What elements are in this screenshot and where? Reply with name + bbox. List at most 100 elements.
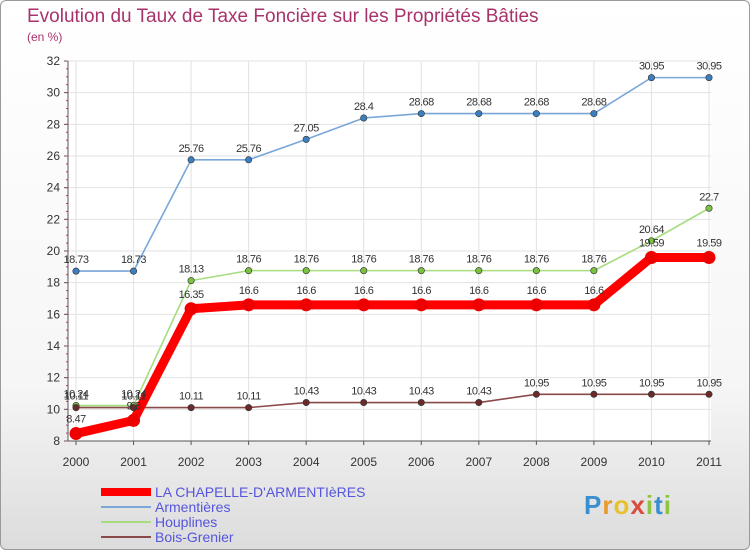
y-tick-label: 22 [47,212,61,226]
y-tick-label: 28 [47,117,61,131]
data-label: 10.11 [237,391,262,403]
data-label: 20.64 [639,224,664,236]
data-point [72,267,80,275]
data-point [472,298,486,312]
data-label: 10.24 [121,389,146,401]
data-label: 18.13 [179,264,204,276]
y-tick-label: 10 [47,402,61,416]
series-line [75,76,710,272]
x-tick-label: 2009 [581,455,608,469]
data-label: 27.05 [294,122,319,134]
x-tick-label: 2005 [350,455,377,469]
y-tick-label: 16 [47,307,61,321]
data-label: 16.6 [469,285,489,297]
data-point [299,298,313,312]
y-tick-label: 12 [47,371,61,385]
x-tick-label: 2003 [235,455,262,469]
y-tick-label: 30 [47,86,61,100]
data-label: 28.68 [466,97,491,109]
data-label: 16.35 [179,289,204,301]
data-point [360,114,368,122]
data-point [705,74,713,82]
data-label: 22.7 [699,191,719,203]
data-label: 28.4 [354,101,374,113]
data-label: 19.59 [696,237,721,249]
data-point [72,404,80,412]
legend-label: Armentières [155,499,231,515]
data-point [302,135,310,143]
data-label: 19.59 [639,237,664,249]
y-tick-label: 32 [47,54,61,68]
data-point [360,399,368,407]
proxiti-logo: Proxiti [584,490,672,521]
data-point [69,427,83,441]
data-point [130,404,138,412]
x-tick-label: 2004 [293,455,320,469]
data-label: 18.73 [121,254,146,266]
data-label: 25.76 [236,143,261,155]
legend-swatch [101,536,151,538]
y-tick-label: 26 [47,149,61,163]
data-point [647,390,655,398]
data-point [647,74,655,82]
data-label: 10.95 [639,377,664,389]
data-point [644,250,658,264]
data-point [702,250,716,264]
data-label: 16.6 [296,285,316,297]
legend-swatch [101,488,151,496]
data-point [302,267,310,275]
data-label: 16.6 [412,285,432,297]
data-label: 18.76 [466,254,491,266]
logo-letter: r [602,490,614,520]
logo-letter: i [645,490,655,520]
data-label: 18.76 [581,254,606,266]
x-tick-label: 2000 [63,455,90,469]
data-label: 18.76 [351,254,376,266]
data-label: 10.95 [581,377,606,389]
data-point [590,390,598,398]
data-point [705,390,713,398]
data-label: 28.68 [409,97,434,109]
data-point [647,237,655,245]
data-point [184,302,198,316]
data-point [417,267,425,275]
data-point [532,390,540,398]
logo-letter: t [654,490,664,520]
data-label: 8.47 [66,414,86,426]
data-point [590,267,598,275]
data-point [130,267,138,275]
logo-letter: o [613,490,631,520]
data-point [414,298,428,312]
data-label: 18.76 [294,254,319,266]
data-label: 16.6 [584,285,604,297]
chart-unit-label: (en %) [27,30,63,44]
data-point [417,110,425,118]
data-point [590,110,598,118]
x-tick-label: 2011 [696,455,722,469]
x-tick-label: 2001 [120,455,147,469]
x-tick-label: 2002 [178,455,205,469]
data-label: 10.24 [63,389,88,401]
data-label: 16.6 [527,285,547,297]
data-label: 10.11 [121,391,146,403]
data-point [242,298,256,312]
data-label: 10.43 [466,386,491,398]
data-label: 10.95 [696,377,721,389]
y-tick-label: 14 [47,339,61,353]
logo-letter: i [663,490,672,520]
data-label: 16.6 [239,285,259,297]
data-label: 10.11 [179,391,204,403]
data-label: 10.43 [294,386,319,398]
chart-title: Evolution du Taux de Taxe Foncière sur l… [27,6,539,27]
data-point [127,413,141,427]
data-point [187,277,195,285]
data-label: 18.76 [409,254,434,266]
data-label: 28.68 [581,97,606,109]
series-line [71,252,714,439]
data-label: 30.95 [696,61,721,73]
data-label: 30.95 [639,61,664,73]
data-point [245,404,253,412]
data-point [187,404,195,412]
